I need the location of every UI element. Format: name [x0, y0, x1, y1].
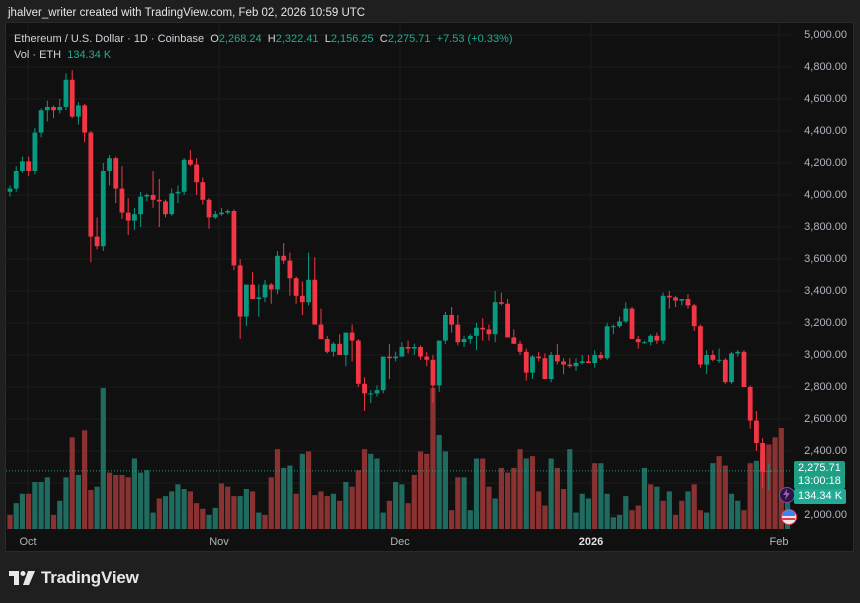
- candlestick-chart: [6, 23, 791, 548]
- low-value: 2,156.25: [330, 33, 374, 45]
- open-value: 2,268.24: [218, 33, 262, 45]
- tradingview-logo: TradingView: [9, 568, 139, 588]
- time-axis-label: Nov: [209, 536, 229, 548]
- price-axis-label: 4,400.00: [804, 125, 847, 137]
- last-price-tag: 2,275.71 13:00:18: [794, 461, 845, 489]
- price-axis[interactable]: 2,000.00 2,400.00 2,600.00 2,800.00 3,000.00…: [791, 23, 855, 531]
- low-label: L: [324, 33, 331, 45]
- volume-label[interactable]: Vol · ETH: [14, 49, 62, 61]
- volume-value: 134.34 K: [67, 49, 112, 61]
- open-label: O: [210, 33, 219, 45]
- bar-countdown: 13:00:18: [798, 475, 841, 487]
- price-axis-label: 4,600.00: [804, 93, 847, 105]
- time-axis-label: Dec: [390, 536, 410, 548]
- price-axis-label: 5,000.00: [804, 29, 847, 41]
- close-value: 2,275.71: [387, 33, 431, 45]
- tradingview-wordmark: TradingView: [41, 568, 139, 587]
- price-axis-label: 2,000.00: [804, 509, 847, 521]
- time-axis-label: Oct: [19, 536, 37, 548]
- price-axis-label: 2,400.00: [804, 445, 847, 457]
- change-value: +7.53 (+0.33%): [436, 33, 513, 45]
- high-value: 2,322.41: [275, 33, 319, 45]
- chart-plot-area[interactable]: Ethereum / U.S. Dollar · 1D · Coinbase O…: [6, 23, 797, 548]
- price-axis-label: 3,000.00: [804, 349, 847, 361]
- chart-credit: jhalver_writer created with TradingView.…: [8, 7, 366, 19]
- price-axis-label: 3,800.00: [804, 221, 847, 233]
- last-volume-tag: 134.34 K: [794, 489, 847, 504]
- price-axis-label: 2,600.00: [804, 413, 847, 425]
- price-axis-label: 3,600.00: [804, 253, 847, 265]
- price-axis-label: 3,200.00: [804, 317, 847, 329]
- time-axis-label: 2026: [578, 536, 604, 548]
- close-label: C: [379, 33, 388, 45]
- time-axis[interactable]: Oct Nov Dec 2026 Feb: [6, 531, 855, 553]
- time-axis-label: Feb: [769, 536, 789, 548]
- price-axis-label: 4,000.00: [804, 189, 847, 201]
- high-label: H: [267, 33, 276, 45]
- chart-frame: Ethereum / U.S. Dollar · 1D · Coinbase O…: [5, 22, 854, 552]
- tradingview-logo-icon: [9, 571, 35, 585]
- price-axis-label: 4,800.00: [804, 61, 847, 73]
- price-axis-label: 4,200.00: [804, 157, 847, 169]
- chart-legend: Ethereum / U.S. Dollar · 1D · Coinbase O…: [14, 31, 513, 63]
- last-price: 2,275.71: [798, 462, 841, 474]
- us-flag-event-icon[interactable]: [781, 509, 797, 525]
- price-axis-label: 3,400.00: [804, 285, 847, 297]
- symbol-title[interactable]: Ethereum / U.S. Dollar · 1D · Coinbase: [14, 33, 205, 45]
- price-axis-label: 2,800.00: [804, 381, 847, 393]
